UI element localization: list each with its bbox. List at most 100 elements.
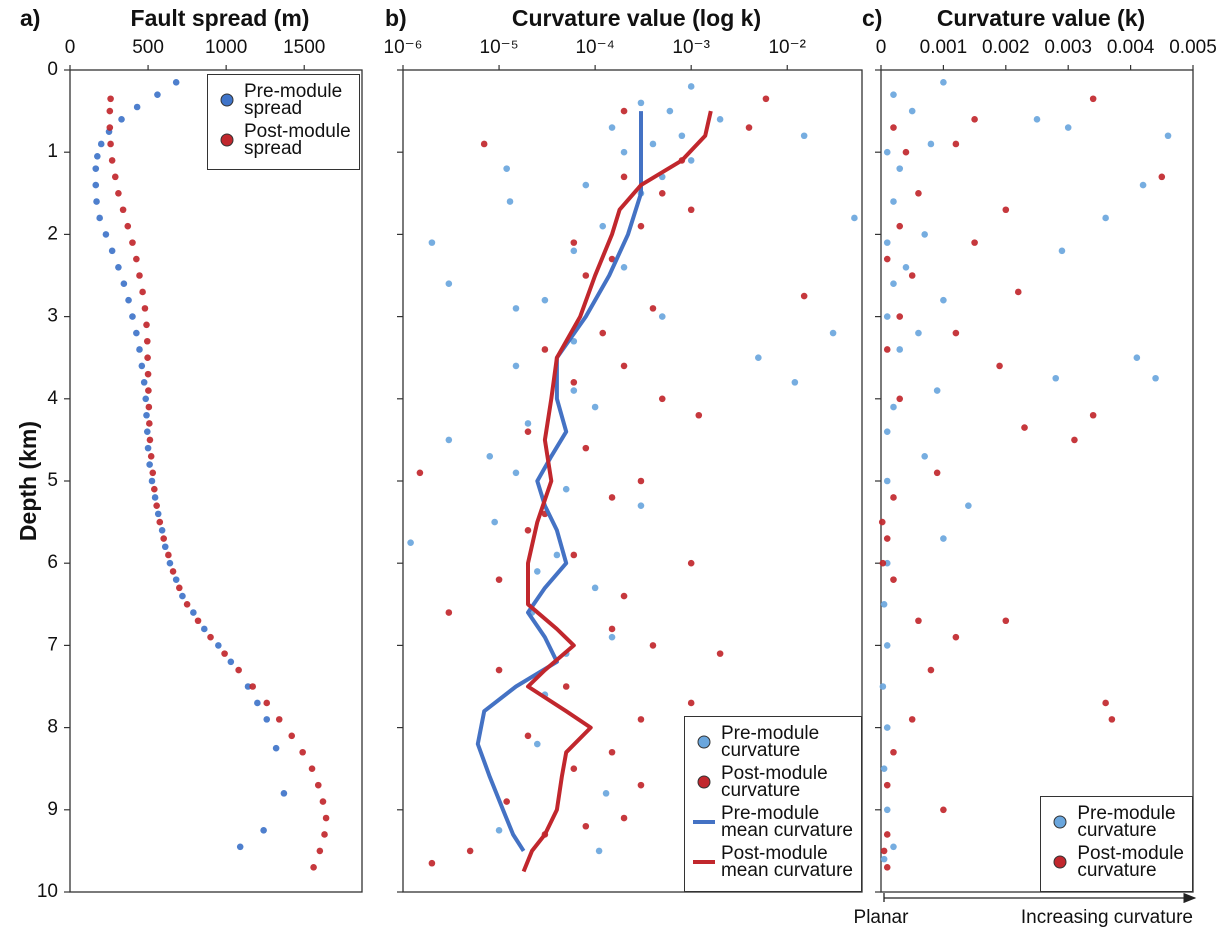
data-point <box>687 83 695 90</box>
y-tick-label: 1 <box>47 141 58 162</box>
data-point <box>147 453 155 460</box>
data-point <box>883 806 891 814</box>
data-point <box>952 329 960 337</box>
data-point <box>207 633 214 641</box>
legend: Pre-module spread Post-module spread <box>207 74 360 170</box>
data-point <box>120 280 128 288</box>
panel-title: Curvature value (k) <box>937 5 1145 31</box>
data-point <box>608 748 616 756</box>
data-point <box>996 362 1003 370</box>
data-point <box>952 140 960 148</box>
data-point <box>506 198 514 205</box>
data-point <box>254 699 261 707</box>
data-point <box>194 617 202 625</box>
data-point <box>890 91 897 98</box>
data-point <box>800 132 808 140</box>
data-point <box>649 305 657 312</box>
data-point <box>288 732 296 740</box>
legend-item: Pre-module curvature <box>693 723 853 761</box>
data-point <box>879 683 887 690</box>
data-point <box>133 103 141 111</box>
data-point <box>570 387 578 394</box>
legend-swatch <box>220 93 234 107</box>
data-point <box>1164 132 1172 140</box>
data-point <box>695 411 703 419</box>
data-point <box>1133 354 1141 362</box>
data-point <box>145 387 152 394</box>
legend-marker <box>697 775 711 789</box>
legend: Pre-module curvature Post-module curvatur… <box>683 716 862 892</box>
data-point <box>183 601 191 608</box>
data-point <box>915 329 922 337</box>
data-point <box>145 403 153 411</box>
data-point <box>649 642 657 649</box>
data-point <box>880 847 888 855</box>
data-point <box>637 477 645 485</box>
data-point <box>146 436 154 444</box>
data-point <box>154 91 161 98</box>
data-point <box>880 601 888 608</box>
data-point <box>1058 247 1066 255</box>
data-point <box>940 296 947 304</box>
data-point <box>129 313 136 320</box>
data-point <box>102 231 110 238</box>
legend-swatch <box>697 775 711 789</box>
data-point <box>971 239 978 246</box>
data-point <box>249 683 256 690</box>
x-tick-label: 0 <box>65 37 76 58</box>
legend-swatch <box>692 820 715 824</box>
data-point <box>107 95 114 103</box>
y-tick-label: 0 <box>47 59 58 80</box>
annotation: Increasing curvature <box>1021 907 1193 928</box>
data-point <box>260 827 267 834</box>
data-point <box>133 255 140 263</box>
legend-item: Pre-module mean curvature <box>692 804 853 840</box>
data-point <box>96 214 103 222</box>
data-point <box>883 642 891 649</box>
data-point <box>124 222 132 230</box>
data-point <box>896 395 904 403</box>
data-point <box>965 502 972 509</box>
data-point <box>263 699 271 707</box>
data-point <box>591 584 599 592</box>
data-point <box>541 346 549 353</box>
x-tick-label: 10⁻⁴ <box>575 37 614 58</box>
legend-label: Pre-module curvature <box>720 723 820 761</box>
data-point <box>156 518 164 526</box>
legend-label: Post-module curvature <box>1077 843 1184 881</box>
data-point <box>115 190 122 197</box>
data-point <box>762 95 770 103</box>
x-tick-label: 10⁻⁶ <box>384 37 423 58</box>
data-point <box>553 551 561 559</box>
data-point <box>480 140 488 148</box>
data-point <box>119 206 127 214</box>
data-point <box>445 609 453 616</box>
data-point <box>745 124 753 131</box>
data-point <box>1014 288 1022 296</box>
data-point <box>927 666 935 674</box>
data-point <box>149 469 157 477</box>
data-point <box>179 592 186 600</box>
data-point <box>933 387 941 394</box>
data-point <box>1033 116 1041 123</box>
data-point <box>829 329 837 337</box>
legend-marker <box>697 735 711 749</box>
data-point <box>921 231 928 238</box>
data-point <box>890 843 897 851</box>
data-point <box>921 453 928 460</box>
data-point <box>637 99 645 107</box>
data-point <box>136 346 143 353</box>
data-point <box>244 683 252 690</box>
data-point <box>428 239 436 246</box>
data-point <box>1152 374 1159 382</box>
data-point <box>716 116 724 123</box>
data-point <box>1108 716 1116 723</box>
data-point <box>940 535 947 542</box>
data-point <box>637 716 645 723</box>
legend-item: Post-module mean curvature <box>692 844 853 880</box>
data-point <box>637 502 645 509</box>
legend-item: Post-module spread <box>216 122 351 158</box>
data-point <box>562 485 570 493</box>
data-point <box>107 140 114 148</box>
data-point <box>902 148 910 156</box>
